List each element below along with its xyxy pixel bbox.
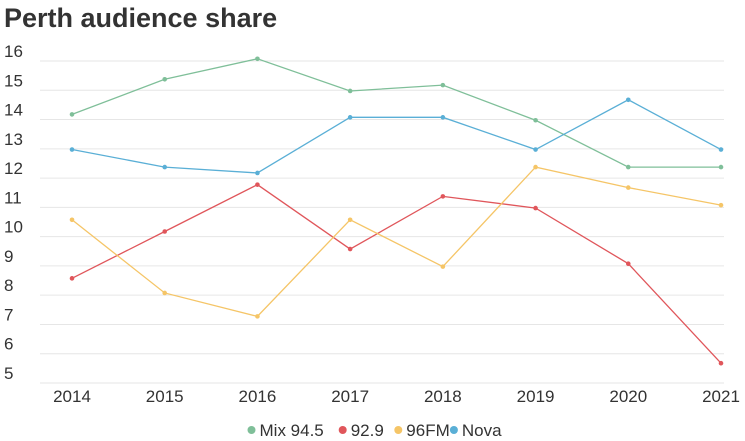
y-tick-label: 6 (4, 335, 13, 354)
legend-marker (394, 426, 403, 434)
y-axis-ticks: 5 6 7 8 9 10 11 12 13 14 15 16 (4, 42, 23, 383)
data-point (533, 205, 538, 211)
data-point (718, 147, 724, 152)
legend-label: 92.9 (351, 421, 384, 440)
legend-item: Mix 94.5 (247, 421, 324, 440)
series-line (71, 183, 722, 364)
series-1 (69, 182, 724, 366)
series-line (71, 166, 722, 318)
grid-lines (40, 60, 724, 384)
data-point (347, 217, 353, 223)
legend-label: Nova (462, 421, 502, 440)
data-point (625, 185, 631, 190)
data-point (69, 147, 75, 152)
data-point (718, 360, 724, 366)
legend-item: 92.9 (338, 421, 384, 440)
series-lines (69, 56, 724, 366)
series-0 (69, 56, 724, 170)
legend-label: Mix 94.5 (260, 421, 324, 440)
data-point (347, 115, 353, 120)
series-3 (69, 97, 724, 176)
data-point (440, 82, 446, 88)
y-tick-label: 14 (4, 101, 23, 120)
data-point (718, 202, 724, 208)
data-point (625, 164, 631, 170)
data-point (162, 229, 168, 234)
data-point (255, 314, 260, 319)
legend-marker (338, 426, 347, 434)
x-tick-label: 2021 (702, 387, 740, 406)
data-point (255, 170, 260, 176)
legend-item: 96FM (394, 421, 450, 440)
data-point (255, 56, 260, 62)
data-point (255, 182, 260, 187)
y-tick-label: 9 (4, 247, 13, 266)
legend: Mix 94.5 92.9 96FM Nova (247, 421, 502, 440)
data-point (69, 276, 75, 281)
data-point (533, 117, 538, 123)
legend-marker (247, 426, 256, 434)
y-tick-label: 8 (4, 276, 13, 295)
data-point (347, 88, 353, 94)
data-point (533, 147, 538, 152)
data-point (69, 112, 75, 117)
x-tick-label: 2014 (53, 387, 91, 406)
data-point (162, 76, 168, 82)
x-tick-label: 2015 (146, 387, 184, 406)
data-point (162, 164, 168, 170)
y-tick-label: 5 (4, 364, 13, 383)
x-tick-label: 2016 (239, 387, 277, 406)
x-tick-label: 2017 (331, 387, 369, 406)
series-line (71, 58, 721, 168)
data-point (162, 290, 168, 296)
series-line (71, 99, 722, 174)
legend-marker (449, 426, 458, 434)
y-tick-label: 11 (4, 188, 22, 207)
x-axis-ticks: 2014 2015 2016 2017 2018 2019 2020 2021 (53, 387, 740, 406)
data-point (69, 217, 75, 223)
legend-label: 96FM (406, 421, 449, 440)
data-point (533, 164, 538, 170)
data-point (718, 164, 724, 170)
data-point (440, 194, 446, 199)
y-tick-label: 16 (4, 42, 23, 61)
y-tick-label: 12 (4, 159, 23, 178)
data-point (625, 97, 631, 103)
legend-item: Nova (449, 421, 502, 440)
y-tick-label: 10 (4, 218, 23, 237)
y-tick-label: 15 (4, 71, 23, 90)
data-point (440, 264, 446, 269)
data-point (347, 246, 353, 252)
y-tick-label: 13 (4, 130, 23, 149)
chart-title: Perth audience share (4, 3, 277, 33)
series-2 (69, 164, 724, 319)
x-tick-label: 2019 (517, 387, 555, 406)
y-tick-label: 7 (4, 305, 13, 324)
data-point (625, 261, 631, 266)
x-tick-label: 2018 (424, 387, 462, 406)
x-tick-label: 2020 (609, 387, 647, 406)
data-point (440, 115, 446, 120)
